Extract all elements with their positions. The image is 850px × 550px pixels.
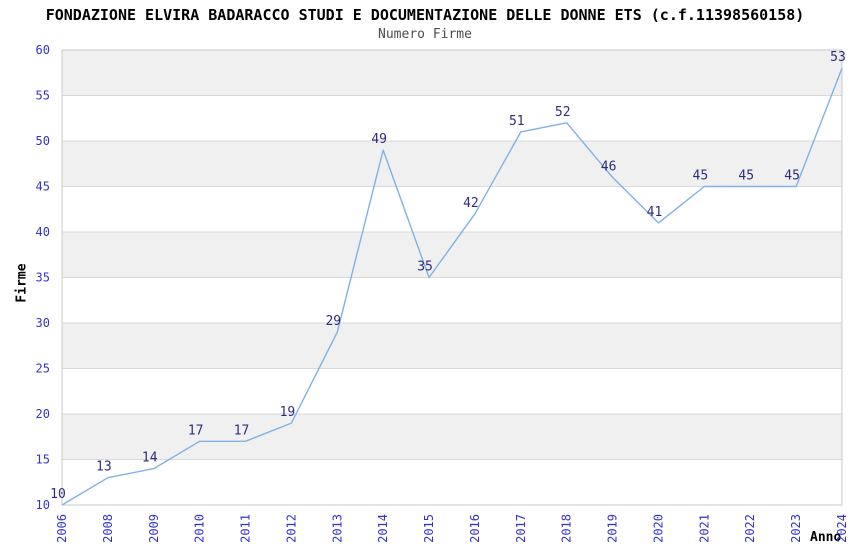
x-axis-title: Anno <box>810 530 842 545</box>
y-tick-label: 40 <box>36 225 50 239</box>
x-tick-label: 2022 <box>743 514 757 543</box>
x-tick-label: 2024 <box>835 514 849 543</box>
plot-band <box>62 277 842 323</box>
chart-subtitle: Numero Firme <box>378 27 472 42</box>
x-tick-label: 2010 <box>193 514 207 543</box>
x-tick-label: 2020 <box>651 514 665 543</box>
y-tick-label: 60 <box>36 43 50 57</box>
y-tick-label: 20 <box>36 407 50 421</box>
x-tick-label: 2015 <box>422 514 436 543</box>
data-label: 13 <box>96 460 112 475</box>
y-tick-label: 35 <box>36 271 50 285</box>
data-label: 10 <box>50 487 66 502</box>
data-label: 19 <box>280 405 296 420</box>
plot-band <box>62 50 842 96</box>
x-tick-label: 2023 <box>789 514 803 543</box>
y-tick-label: 15 <box>36 453 50 467</box>
data-label: 45 <box>784 169 800 184</box>
x-tick-label: 2008 <box>101 514 115 543</box>
data-label: 45 <box>738 169 754 184</box>
data-label: 46 <box>601 159 617 174</box>
chart-title: FONDAZIONE ELVIRA BADARACCO STUDI E DOCU… <box>45 6 805 24</box>
plot-band <box>62 323 842 369</box>
data-label: 51 <box>509 114 525 129</box>
y-tick-label: 45 <box>36 180 50 194</box>
data-line <box>61 67 843 506</box>
data-label: 29 <box>325 314 341 329</box>
data-label: 53 <box>830 50 846 65</box>
x-tick-label: 2019 <box>606 514 620 543</box>
x-tick-label: 2009 <box>147 514 161 543</box>
x-tick-label: 2006 <box>55 514 69 543</box>
x-tick-label: 2014 <box>376 514 390 543</box>
y-tick-label: 50 <box>36 134 50 148</box>
data-label: 52 <box>555 105 571 120</box>
x-tick-label: 2016 <box>468 514 482 543</box>
data-label: 49 <box>371 132 387 147</box>
plot-band <box>62 141 842 187</box>
x-tick-label: 2013 <box>330 514 344 543</box>
x-tick-label: 2011 <box>239 514 253 543</box>
plot-band <box>62 186 842 232</box>
plot-border <box>61 49 843 506</box>
data-label: 41 <box>647 205 663 220</box>
plot-band <box>62 95 842 141</box>
x-tick-label: 2012 <box>284 514 298 543</box>
y-tick-label: 10 <box>36 498 50 512</box>
data-label: 17 <box>188 423 204 438</box>
plot-band <box>62 414 842 460</box>
y-tick-label: 25 <box>36 362 50 376</box>
x-tick-label: 2017 <box>514 514 528 543</box>
plot-band <box>62 368 842 414</box>
plot-band <box>62 459 842 505</box>
data-label: 14 <box>142 451 158 466</box>
data-label: 17 <box>234 423 250 438</box>
x-tick-label: 2021 <box>697 514 711 543</box>
data-label: 35 <box>417 260 433 275</box>
x-tick-label: 2018 <box>560 514 574 543</box>
data-label: 45 <box>693 169 709 184</box>
y-tick-label: 55 <box>36 89 50 103</box>
data-label: 42 <box>463 196 479 211</box>
plot-band <box>62 232 842 278</box>
y-tick-label: 30 <box>36 316 50 330</box>
